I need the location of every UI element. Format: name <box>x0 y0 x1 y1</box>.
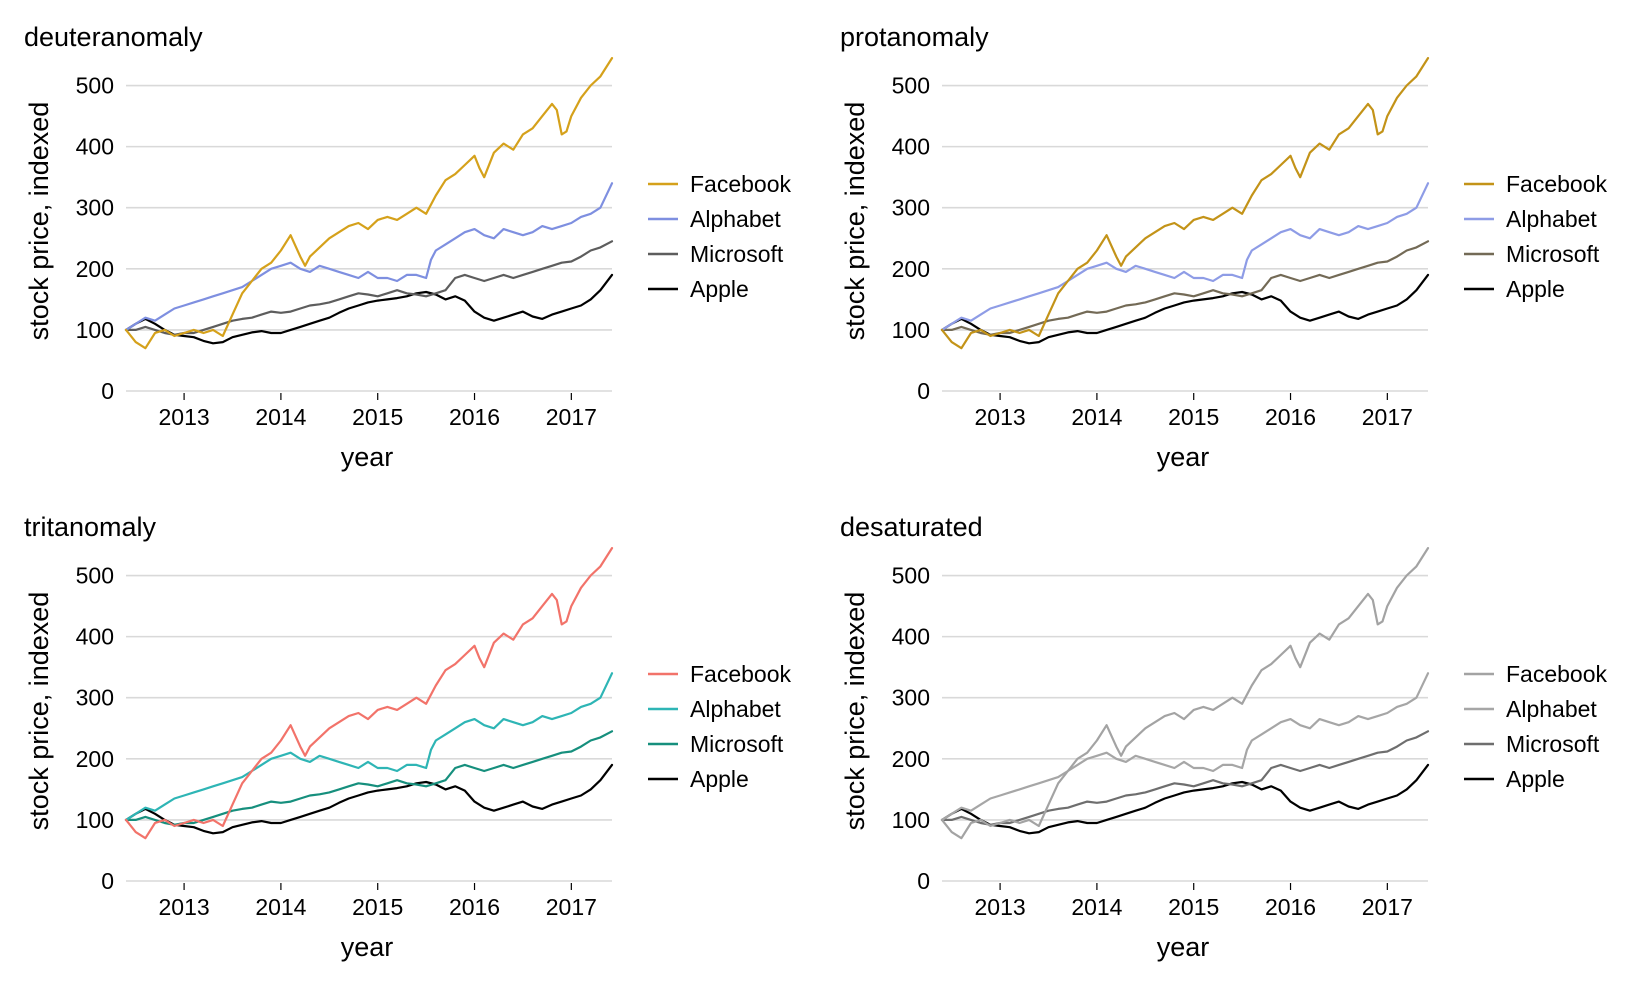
legend: Facebook Alphabet Microsoft Apple <box>648 171 792 302</box>
y-tick-label: 400 <box>76 134 114 160</box>
x-tick-label: 2016 <box>449 894 500 920</box>
x-tick-label: 2017 <box>1362 404 1413 430</box>
y-tick-label: 200 <box>76 256 114 282</box>
x-tick-label: 2013 <box>159 404 210 430</box>
y-tick-label: 500 <box>892 73 930 99</box>
y-tick-label: 500 <box>76 73 114 99</box>
x-tick-label: 2014 <box>255 404 306 430</box>
series-line-facebook <box>124 547 614 840</box>
x-tick-label: 2013 <box>975 894 1026 920</box>
x-tick-label: 2014 <box>255 894 306 920</box>
x-tick-label: 2014 <box>1071 894 1122 920</box>
x-tick-label: 2017 <box>1362 894 1413 920</box>
y-tick-label: 400 <box>76 624 114 650</box>
chart-title: deuteranomaly <box>24 22 203 52</box>
x-axis-title: year <box>1157 442 1210 472</box>
x-axis-title: year <box>341 932 394 962</box>
y-axis-title: stock price, indexed <box>24 592 54 831</box>
x-tick-label: 2017 <box>546 404 597 430</box>
series-line-apple <box>124 763 614 835</box>
y-axis-title: stock price, indexed <box>840 102 870 341</box>
y-tick-label: 0 <box>917 378 930 404</box>
legend: Facebook Alphabet Microsoft Apple <box>1464 171 1608 302</box>
legend-label: Alphabet <box>690 206 781 232</box>
x-tick-label: 2013 <box>975 404 1026 430</box>
chart-panel-tritanomaly: 0 100 200 300 400 500 2013 2014 2015 2016 2017 trit… <box>24 512 792 962</box>
y-axis-title: stock price, indexed <box>840 592 870 831</box>
x-tick-label: 2015 <box>1168 894 1219 920</box>
series-line-microsoft <box>124 730 614 826</box>
chart-title: protanomaly <box>840 22 989 52</box>
y-tick-label: 100 <box>892 807 930 833</box>
legend-label: Microsoft <box>690 731 784 757</box>
y-tick-label: 300 <box>892 195 930 221</box>
series-line-apple <box>124 273 614 345</box>
series-line-facebook <box>940 547 1430 840</box>
series-line-apple <box>940 273 1430 345</box>
x-tick-label: 2017 <box>546 894 597 920</box>
chart-title: desaturated <box>840 512 983 542</box>
x-tick-label: 2013 <box>159 894 210 920</box>
chart-panel-desaturated: 0 100 200 300 400 500 2013 2014 2015 2016 2017 desa… <box>840 512 1608 962</box>
legend: Facebook Alphabet Microsoft Apple <box>648 661 792 792</box>
series-line-alphabet <box>940 672 1430 821</box>
legend: Facebook Alphabet Microsoft Apple <box>1464 661 1608 792</box>
x-tick-label: 2014 <box>1071 404 1122 430</box>
y-tick-label: 300 <box>76 195 114 221</box>
series-line-alphabet <box>940 182 1430 331</box>
y-tick-label: 300 <box>892 685 930 711</box>
series-line-alphabet <box>124 672 614 821</box>
legend-label: Microsoft <box>1506 731 1600 757</box>
x-tick-label: 2016 <box>1265 404 1316 430</box>
series-line-microsoft <box>940 240 1430 336</box>
legend-label: Alphabet <box>1506 696 1597 722</box>
legend-label: Apple <box>1506 276 1565 302</box>
y-tick-label: 500 <box>76 563 114 589</box>
x-tick-label: 2015 <box>352 404 403 430</box>
x-tick-label: 2016 <box>1265 894 1316 920</box>
y-tick-label: 400 <box>892 134 930 160</box>
y-tick-label: 500 <box>892 563 930 589</box>
series-line-alphabet <box>124 182 614 331</box>
series-line-microsoft <box>124 240 614 336</box>
y-tick-label: 100 <box>76 317 114 343</box>
legend-label: Apple <box>690 766 749 792</box>
legend-label: Microsoft <box>1506 241 1600 267</box>
x-axis-title: year <box>341 442 394 472</box>
legend-label: Facebook <box>690 171 792 197</box>
series-line-facebook <box>124 57 614 350</box>
y-tick-label: 400 <box>892 624 930 650</box>
legend-label: Apple <box>690 276 749 302</box>
series-line-facebook <box>940 57 1430 350</box>
legend-label: Apple <box>1506 766 1565 792</box>
chart-title: tritanomaly <box>24 512 157 542</box>
x-tick-label: 2016 <box>449 404 500 430</box>
y-tick-label: 300 <box>76 685 114 711</box>
legend-label: Facebook <box>1506 661 1608 687</box>
y-axis-title: stock price, indexed <box>24 102 54 341</box>
y-tick-label: 0 <box>101 868 114 894</box>
x-tick-label: 2015 <box>1168 404 1219 430</box>
y-tick-label: 200 <box>892 256 930 282</box>
y-tick-label: 200 <box>76 746 114 772</box>
y-tick-label: 100 <box>892 317 930 343</box>
chart-panel-deuteranomaly: 0 100 200 300 400 500 2013 2014 2015 2016 2017 deut… <box>24 22 792 472</box>
series-line-microsoft <box>940 730 1430 826</box>
series-line-apple <box>940 763 1430 835</box>
legend-label: Facebook <box>690 661 792 687</box>
y-tick-label: 0 <box>917 868 930 894</box>
x-tick-label: 2015 <box>352 894 403 920</box>
y-tick-label: 200 <box>892 746 930 772</box>
y-tick-label: 0 <box>101 378 114 404</box>
legend-label: Alphabet <box>1506 206 1597 232</box>
x-axis-title: year <box>1157 932 1210 962</box>
chart-panel-protanomaly: 0 100 200 300 400 500 2013 2014 2015 2016 2017 prot… <box>840 22 1608 472</box>
legend-label: Microsoft <box>690 241 784 267</box>
legend-label: Facebook <box>1506 171 1608 197</box>
y-tick-label: 100 <box>76 807 114 833</box>
legend-label: Alphabet <box>690 696 781 722</box>
